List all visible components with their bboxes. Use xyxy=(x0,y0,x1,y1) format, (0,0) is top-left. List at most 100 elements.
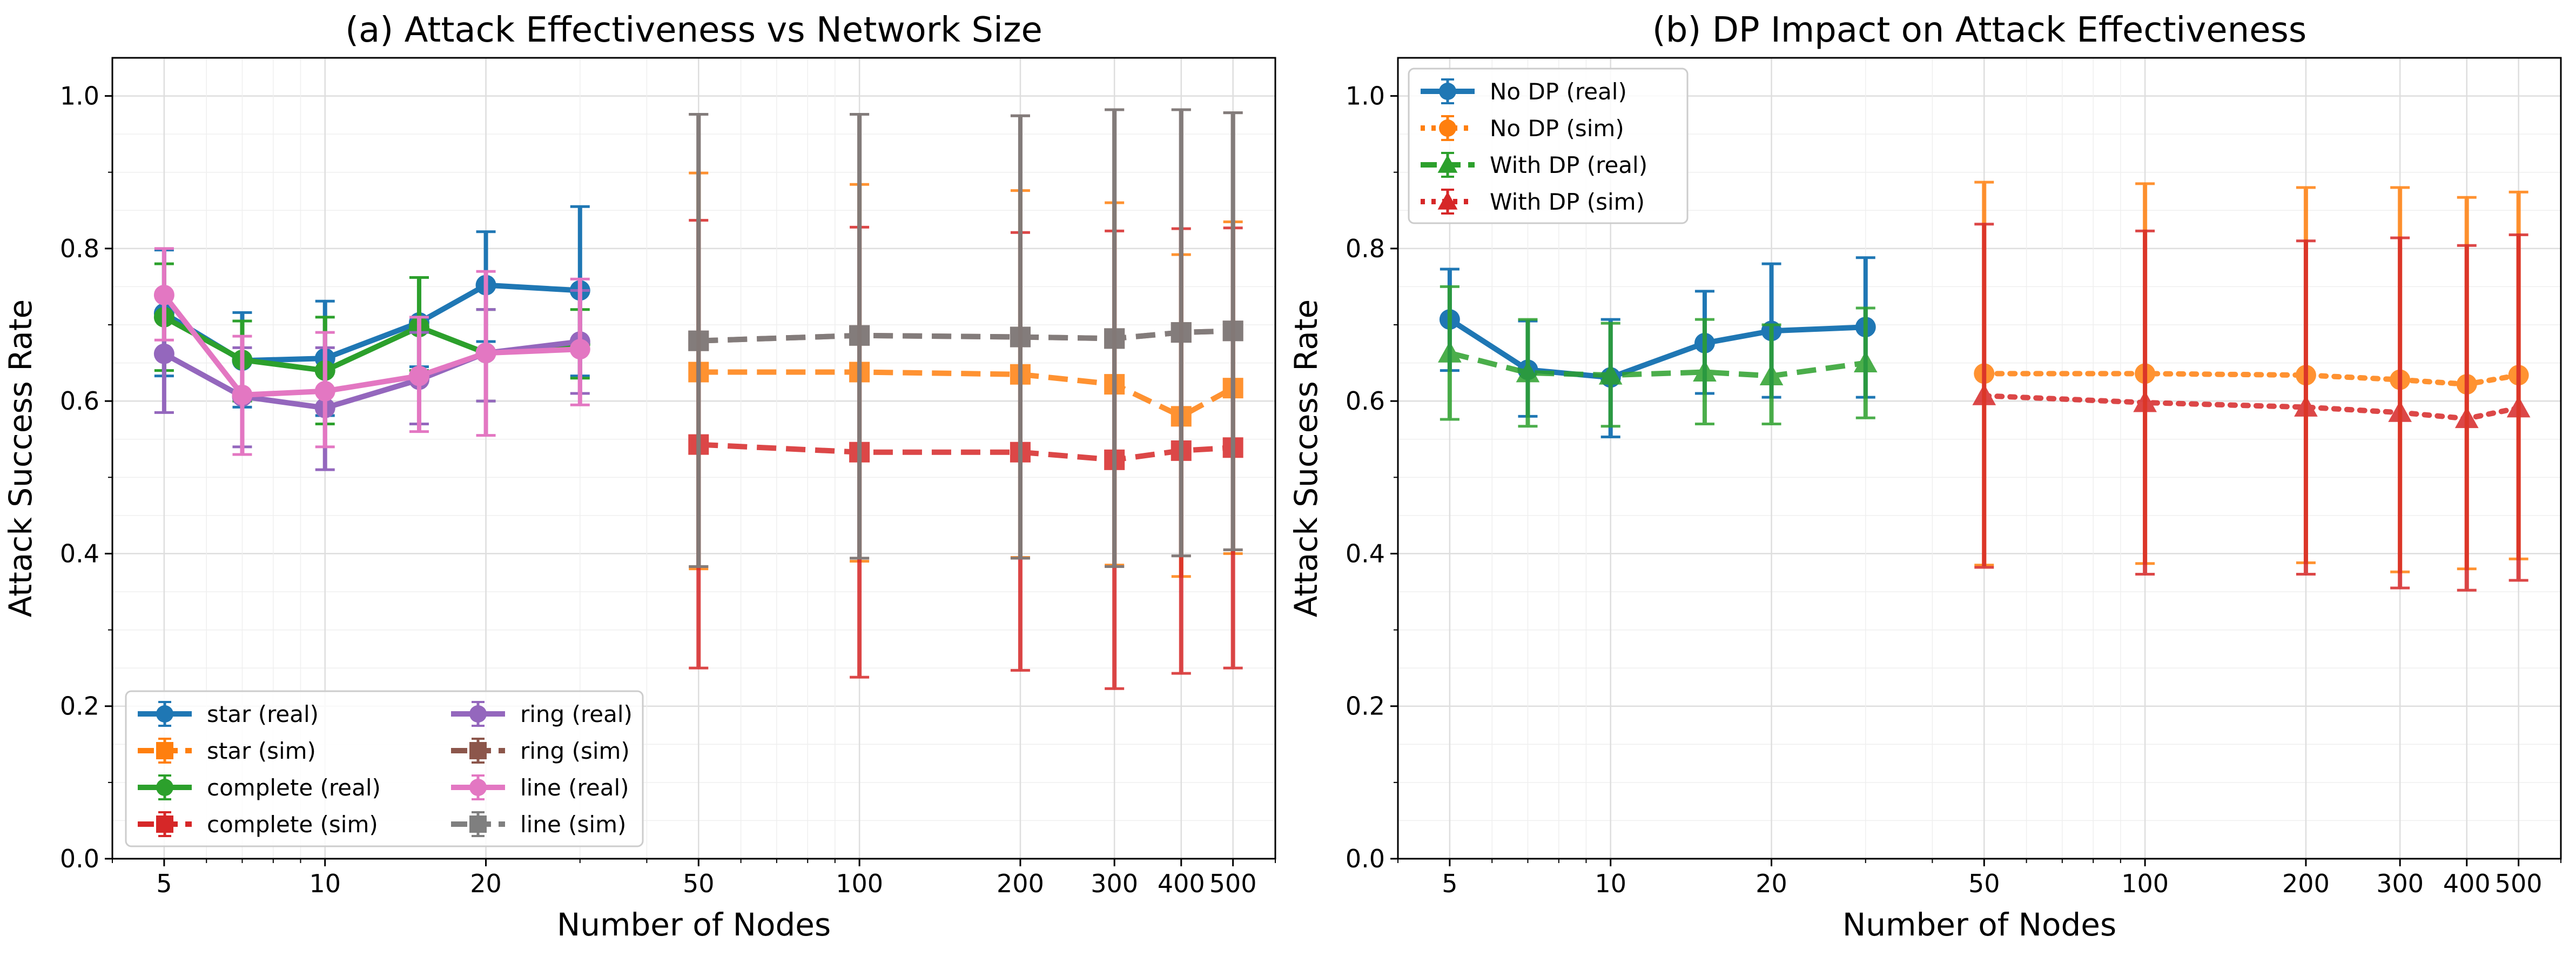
y-tick-label: 1.0 xyxy=(60,82,99,111)
legend-label: ring (sim) xyxy=(520,738,630,764)
y-tick-label: 0.2 xyxy=(60,692,99,721)
x-tick-label: 200 xyxy=(2282,869,2330,898)
data-point xyxy=(314,380,335,402)
data-point xyxy=(2454,406,2479,429)
legend-marker xyxy=(469,705,487,723)
x-tick-label: 50 xyxy=(1968,869,2000,898)
data-point xyxy=(2506,396,2531,418)
legend-label: With DP (real) xyxy=(1490,152,1647,178)
legend-box xyxy=(125,690,644,847)
data-point xyxy=(475,343,496,364)
data-point xyxy=(1853,351,1878,373)
legend-marker xyxy=(156,815,173,833)
data-point xyxy=(153,343,174,364)
y-tick-label: 1.0 xyxy=(1346,82,1385,111)
legend-marker xyxy=(1437,191,1458,210)
y-tick-label: 0.6 xyxy=(1346,386,1385,416)
legend-item: No DP (sim) xyxy=(1421,115,1624,142)
data-point xyxy=(1171,322,1192,343)
legend-label: No DP (real) xyxy=(1490,78,1627,105)
chart-panel-1: 0.0 0.2 0.4 0.6 0.8 1.0 5 10 20 50 100 200 300 400 500… xyxy=(2,10,1276,943)
legend-label: complete (real) xyxy=(207,774,381,801)
data-point xyxy=(1598,363,1623,385)
legend-marker xyxy=(156,779,173,796)
legend-label: No DP (sim) xyxy=(1490,115,1624,142)
legend-label: star (sim) xyxy=(207,738,316,764)
data-point xyxy=(408,365,429,386)
x-tick-label: 5 xyxy=(156,869,172,898)
y-axis-label: Attack Success Rate xyxy=(1288,299,1324,618)
data-point xyxy=(2294,395,2318,417)
series-line-sim- xyxy=(688,108,1243,568)
legend-item: With DP (real) xyxy=(1421,152,1647,178)
data-point xyxy=(232,384,253,405)
data-point xyxy=(1972,384,1996,405)
x-tick-label: 300 xyxy=(1091,869,1138,898)
series-line-real- xyxy=(153,247,590,456)
data-point xyxy=(1438,341,1462,363)
data-point xyxy=(1010,326,1031,347)
legend-item: complete (sim) xyxy=(138,811,378,838)
x-axis-label: Number of Nodes xyxy=(1842,906,2116,943)
legend-label: line (sim) xyxy=(520,811,626,838)
data-point xyxy=(688,330,709,351)
data-point xyxy=(849,325,870,346)
legend-item: With DP (sim) xyxy=(1421,189,1645,215)
legend-label: ring (real) xyxy=(520,701,633,727)
series-line xyxy=(1981,393,2521,422)
legend-item: star (sim) xyxy=(138,738,316,764)
chart-title: (b) DP Impact on Attack Effectiveness xyxy=(1652,10,2306,50)
x-tick-label: 5 xyxy=(1442,869,1457,898)
y-tick-label: 0.0 xyxy=(60,844,99,873)
y-tick-label: 0.8 xyxy=(1346,234,1385,263)
y-tick-label: 0.6 xyxy=(60,386,99,416)
legend-label: complete (sim) xyxy=(207,811,378,838)
legend-item: line (sim) xyxy=(451,811,626,838)
legend-item: star (real) xyxy=(138,701,319,727)
y-tick-label: 0.2 xyxy=(1346,692,1385,721)
legend-item: ring (real) xyxy=(451,701,633,727)
x-tick-label: 20 xyxy=(470,869,502,898)
x-tick-label: 50 xyxy=(683,869,715,898)
legend-box xyxy=(1408,68,1689,224)
series-with-dp-sim- xyxy=(1972,223,2531,592)
legend-marker xyxy=(1439,83,1456,100)
legend-label: With DP (sim) xyxy=(1490,189,1645,215)
series-line xyxy=(162,293,580,398)
x-tick-label: 400 xyxy=(1158,869,1205,898)
series-line xyxy=(1448,317,1866,380)
series-line xyxy=(698,442,1233,463)
x-tick-label: 10 xyxy=(1595,869,1626,898)
legend-marker xyxy=(1439,119,1456,137)
y-tick-label: 0.8 xyxy=(60,234,99,263)
legend: star (real) star (sim) complete (real) comp… xyxy=(125,690,644,847)
legend-item: No DP (real) xyxy=(1421,78,1627,105)
data-point xyxy=(2133,391,2157,412)
data-point xyxy=(1104,328,1125,349)
x-axis-label: Number of Nodes xyxy=(557,906,831,943)
x-tick-label: 200 xyxy=(997,869,1044,898)
legend-label: line (real) xyxy=(520,774,629,801)
y-tick-label: 0.4 xyxy=(60,539,99,568)
legend-marker xyxy=(469,742,487,759)
x-tick-label: 10 xyxy=(309,869,341,898)
legend-marker xyxy=(156,742,173,759)
series-line xyxy=(698,328,1233,344)
series-line xyxy=(1449,350,1866,379)
legend-item: line (real) xyxy=(451,774,629,801)
legend-item: ring (sim) xyxy=(451,738,630,764)
data-point xyxy=(1759,364,1784,386)
chart-panel-2: 0.0 0.2 0.4 0.6 0.8 1.0 5 10 20 50 100 200 300 400 500… xyxy=(1288,10,2562,943)
chart-title: (a) Attack Effectiveness vs Network Size xyxy=(345,10,1042,50)
legend-label: star (real) xyxy=(207,701,319,727)
data-point xyxy=(2388,400,2412,422)
x-tick-label: 100 xyxy=(2121,869,2169,898)
y-tick-label: 0.4 xyxy=(1346,539,1385,568)
data-point xyxy=(569,339,590,360)
axes-frame xyxy=(111,57,1276,860)
x-tick-label: 500 xyxy=(2495,869,2543,898)
data-point xyxy=(1693,360,1717,382)
legend-marker xyxy=(469,815,487,833)
y-tick-label: 0.0 xyxy=(1346,844,1385,873)
x-tick-label: 100 xyxy=(836,869,883,898)
